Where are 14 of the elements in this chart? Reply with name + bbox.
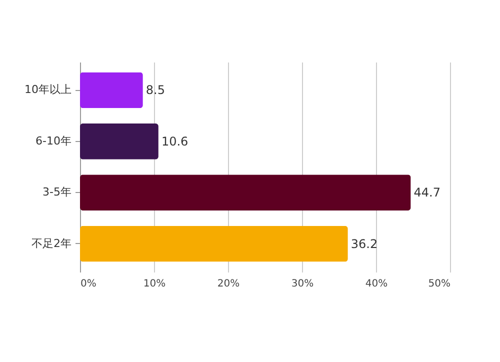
x-tick-label: 40% <box>365 278 388 290</box>
x-tick-label: 0% <box>80 278 96 290</box>
y-tick-label: 不足2年 <box>32 236 72 250</box>
x-tick-label: 30% <box>291 278 314 290</box>
data-label: 8.5 <box>146 83 165 98</box>
y-tick-label: 6-10年 <box>36 134 72 148</box>
y-tick-label: 3-5年 <box>42 186 72 199</box>
data-label: 10.6 <box>161 134 188 148</box>
x-tick-label: 50% <box>428 278 450 290</box>
data-label: 44.7 <box>414 186 440 200</box>
y-tick-label: 10年以上 <box>24 83 72 96</box>
x-tick-label: 10% <box>143 278 166 290</box>
x-tick-label: 20% <box>217 278 240 290</box>
data-label: 36.2 <box>350 236 378 251</box>
